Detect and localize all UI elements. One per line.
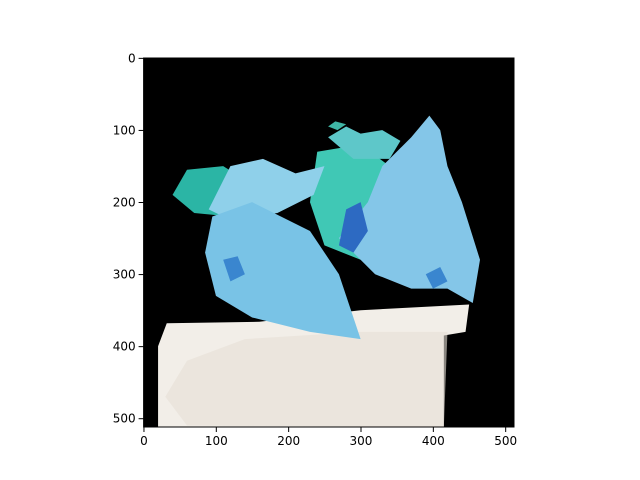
y-tick-label: 300 xyxy=(113,268,136,282)
y-tick-label: 200 xyxy=(113,196,136,210)
image xyxy=(143,58,514,427)
petal-top-left xyxy=(208,158,325,221)
y-tick-label: 400 xyxy=(113,340,136,354)
y-tick-label: 100 xyxy=(113,123,136,137)
petal-bottom-left xyxy=(205,202,361,340)
petal-right xyxy=(338,115,480,304)
x-tick-label: 200 xyxy=(277,434,300,448)
x-tick-label: 500 xyxy=(494,434,517,448)
axes-frame xyxy=(143,57,515,428)
fragment xyxy=(328,121,347,131)
x-tick-label: 400 xyxy=(422,434,445,448)
blue-spot xyxy=(425,267,448,289)
x-tick-label: 0 xyxy=(140,434,148,448)
plate-shade xyxy=(165,331,448,427)
x-tick-label: 300 xyxy=(350,434,373,448)
petal-top xyxy=(328,126,401,159)
blue-spot xyxy=(223,256,245,282)
y-tick-label: 500 xyxy=(113,412,136,426)
y-tick-label: 0 xyxy=(128,51,136,65)
blue-spot xyxy=(338,202,368,253)
x-tick-label: 100 xyxy=(205,434,228,448)
